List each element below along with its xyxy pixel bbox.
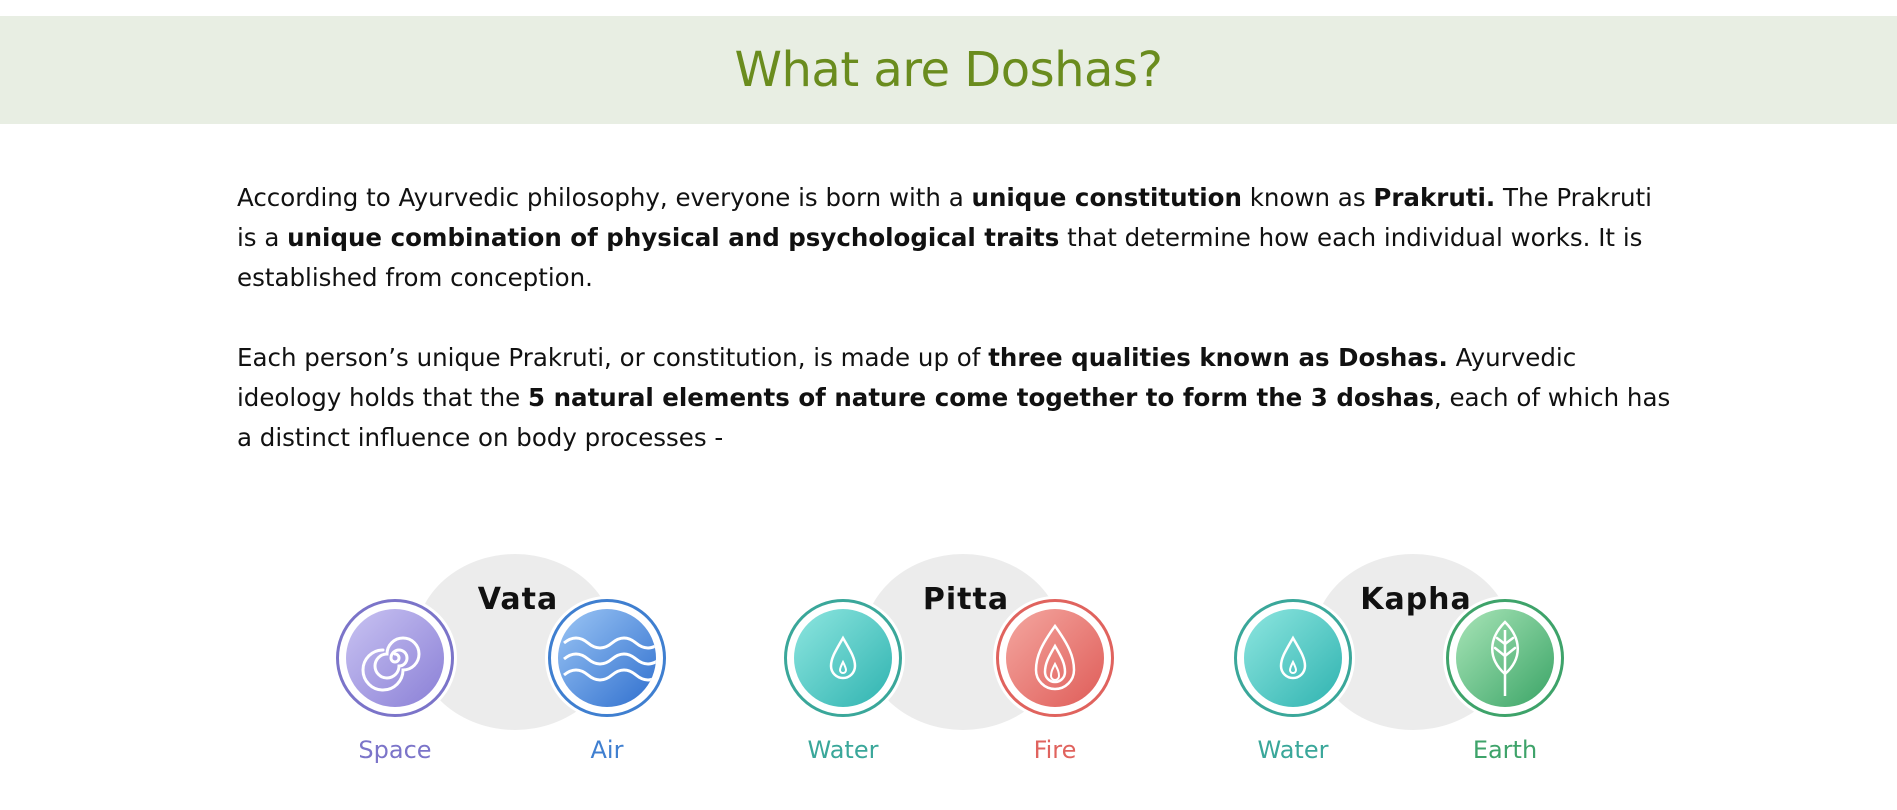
dosha-vata: Vata Space Air [333,552,703,792]
flame-icon [1006,609,1104,707]
intro-text: According to Ayurvedic philosophy, every… [237,178,1677,498]
dosha-pitta: Pitta Water Fire [781,552,1151,792]
element-label: Space [358,736,432,764]
element-water [781,596,905,720]
element-label: Earth [1472,736,1538,764]
intro-paragraph-2: Each person’s unique Prakruti, or consti… [237,338,1677,458]
text-run: The Prakruti is a [237,183,1652,252]
water-drop-icon [1244,609,1342,707]
bold-run: unique combination of physical and psych… [287,223,1060,252]
intro-paragraph-1: According to Ayurvedic philosophy, every… [237,178,1677,298]
dosha-name: Pitta [922,582,1010,617]
text-run: Ayurvedic ideology holds that the [237,343,1577,412]
page-title: What are Doshas? [734,42,1163,98]
text-run: , each of which has a distinct influence… [237,383,1671,452]
text-run: According to Ayurvedic philosophy, every… [237,183,972,212]
element-air [545,596,669,720]
element-label: Water [807,736,879,764]
element-earth [1443,596,1567,720]
water-drop-icon [794,609,892,707]
element-label: Fire [1033,736,1077,764]
element-water [1231,596,1355,720]
text-run: known as [1241,183,1374,212]
text-run: that determine how each individual works… [237,223,1643,292]
page-header-banner: What are Doshas? [0,16,1897,124]
text-run: Each person’s unique Prakruti, or consti… [237,343,989,372]
element-fire [993,596,1117,720]
bold-run: Prakruti. [1373,183,1496,212]
spiral-icon [346,609,444,707]
bold-run: three qualities known as Doshas. [988,343,1448,372]
element-label: Air [590,736,624,764]
dosha-kapha: Kapha Water Earth [1231,552,1601,792]
bold-run: 5 natural elements of nature come togeth… [528,383,1434,412]
element-space [333,596,457,720]
dosha-name: Kapha [1360,582,1472,617]
element-label: Water [1257,736,1329,764]
bold-run: unique constitution [971,183,1242,212]
dosha-name: Vata [477,582,559,617]
leaf-icon [1456,609,1554,707]
wind-waves-icon [558,609,656,707]
